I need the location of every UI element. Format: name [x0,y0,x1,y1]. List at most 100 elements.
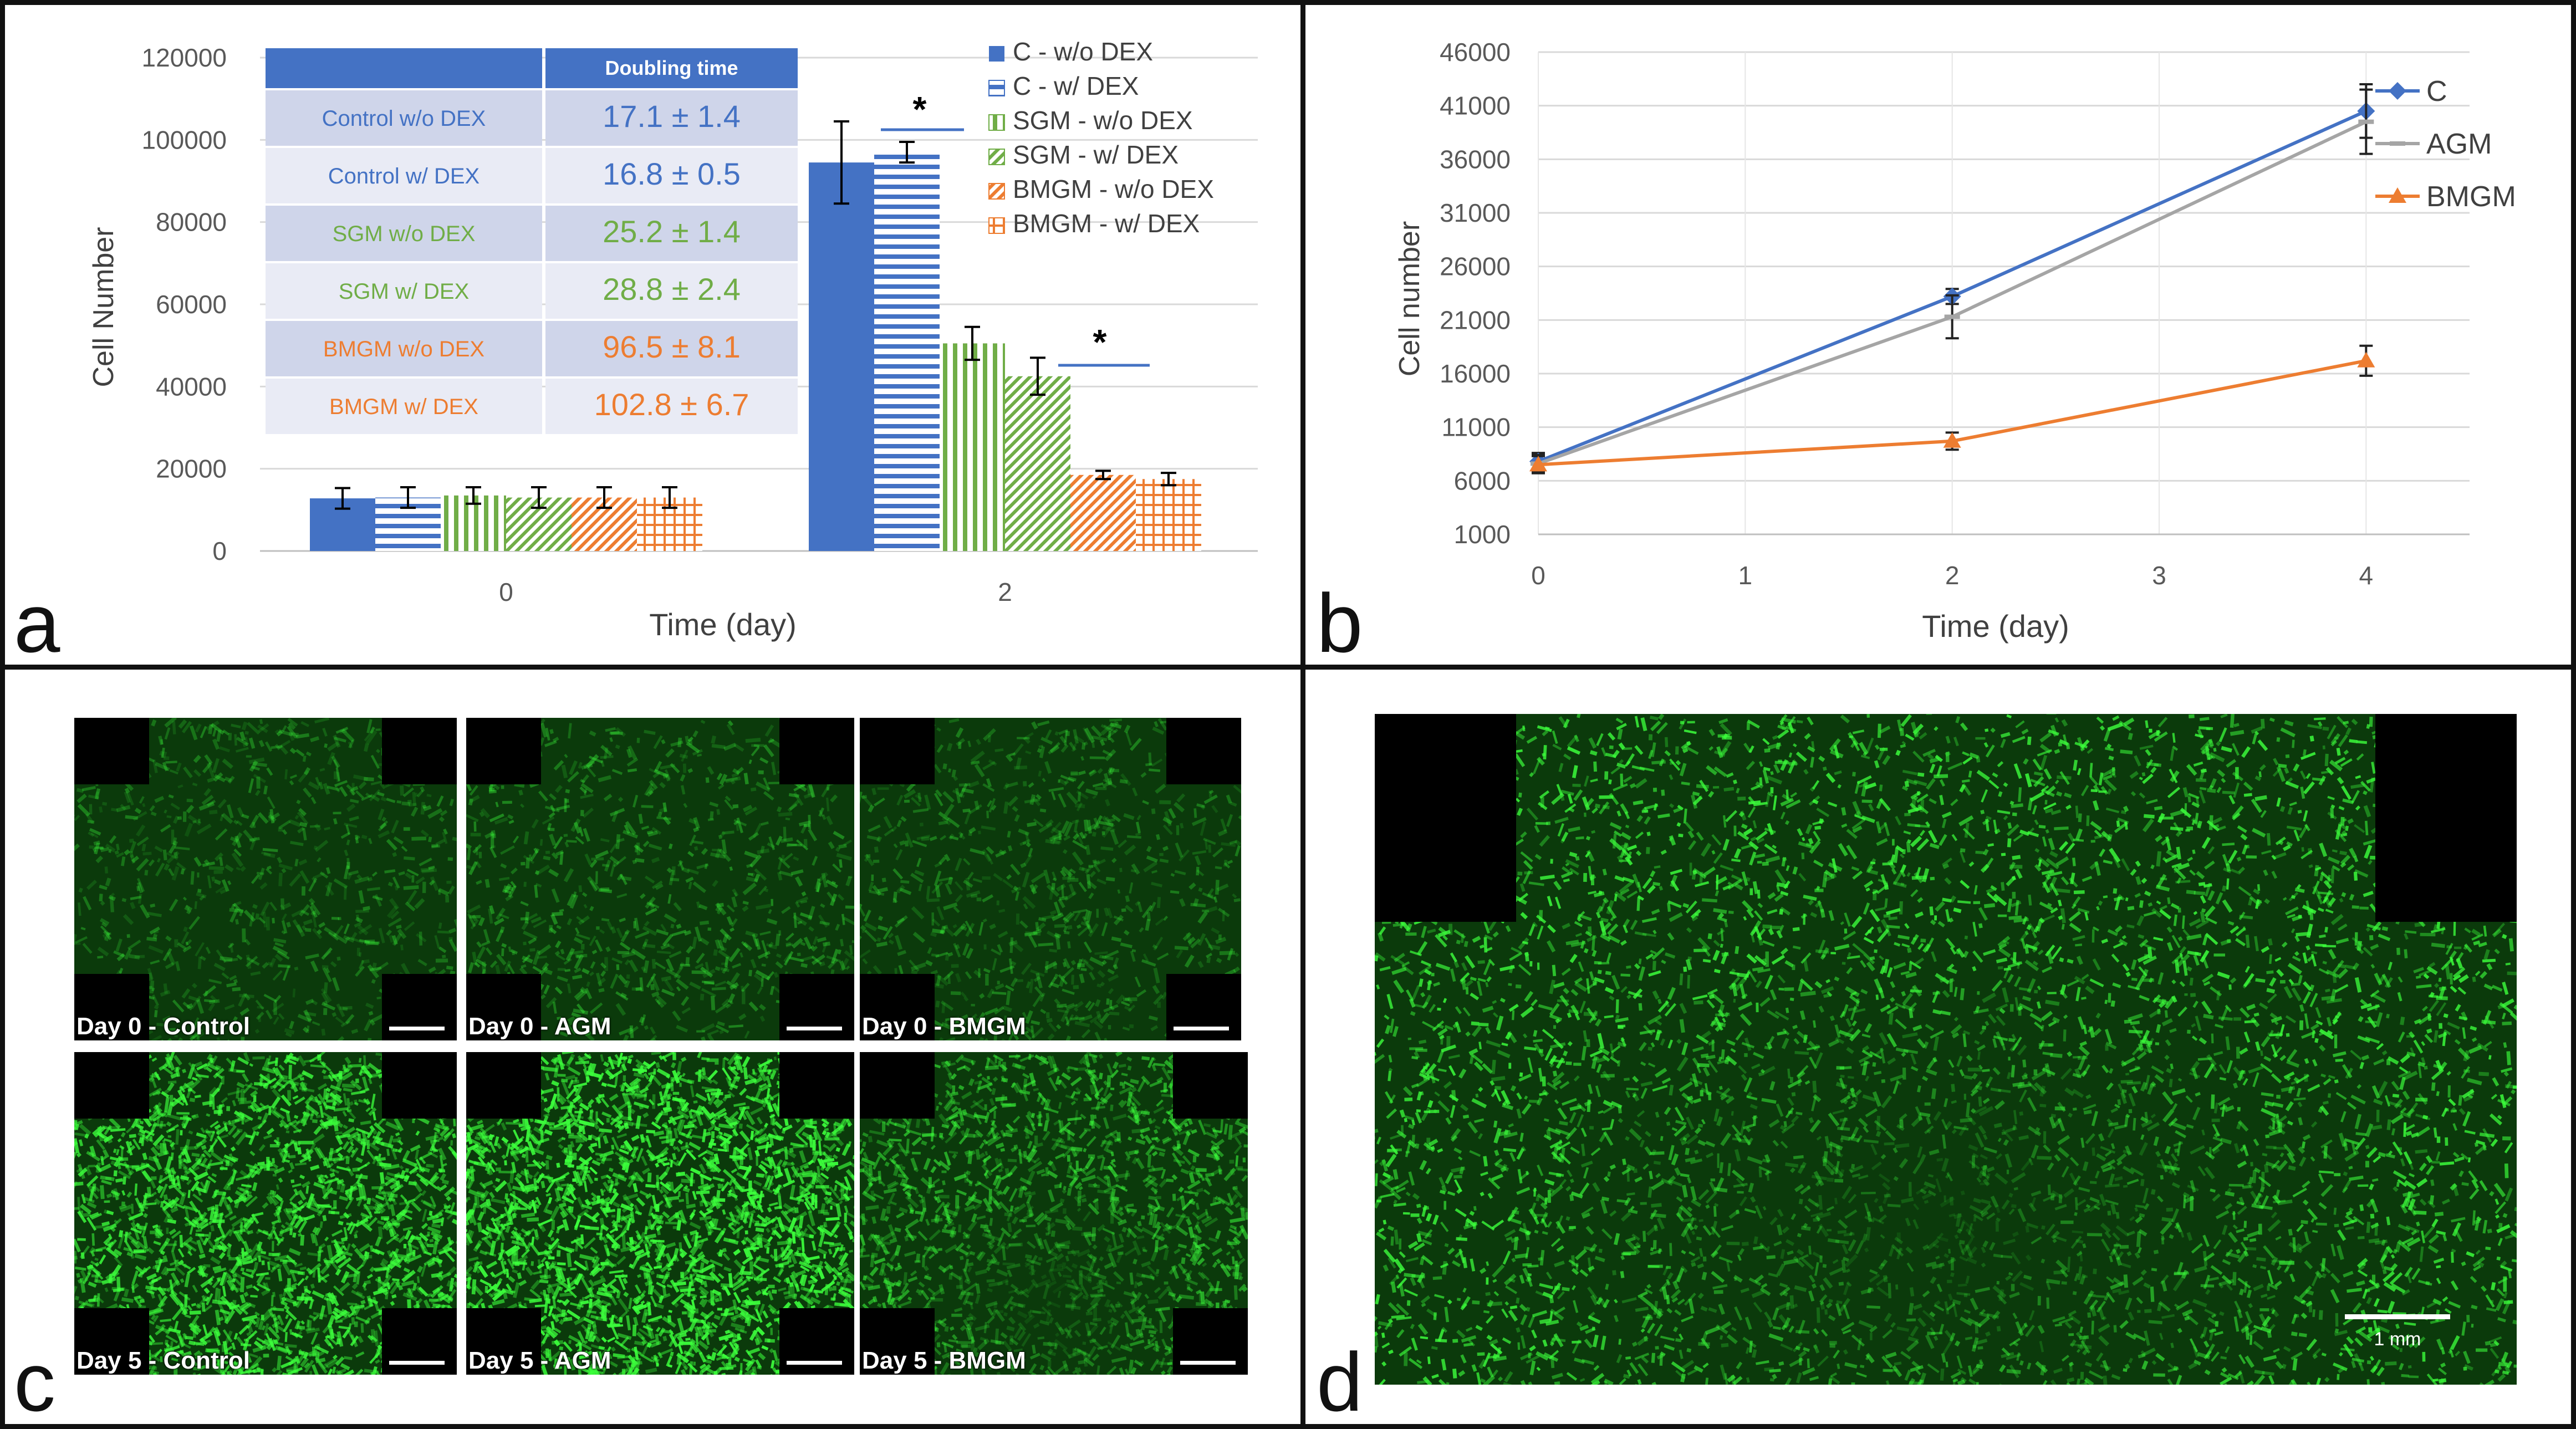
cell-speck [293,1142,299,1152]
cell-speck [272,917,275,923]
cell-speck [193,856,202,867]
cell-speck [1048,742,1060,754]
cell-speck [248,1105,253,1109]
cell-speck [987,988,995,999]
cell-speck [843,916,854,926]
cell-speck [139,1120,144,1125]
cell-speck [583,763,593,769]
fluorescence-texture [860,718,1241,1040]
cell-speck [304,1094,315,1105]
cell-speck [354,876,370,884]
cell-speck [263,1058,271,1068]
cell-speck [396,1210,407,1221]
cell-speck [74,933,77,945]
cell-speck [157,1257,163,1263]
cell-speck [76,788,84,793]
cell-speck [539,839,543,846]
cell-speck [229,1215,237,1221]
cell-speck [523,941,527,946]
cell-speck [581,774,590,784]
cell-speck [343,935,355,943]
cell-speck [354,1230,359,1235]
cell-speck [336,1253,341,1258]
table-cell-value-bg [545,148,798,203]
cell-speck [574,927,580,935]
cell-speck [745,737,761,743]
cell-speck [1179,898,1186,907]
cell-speck [1125,905,1134,913]
cell-speck [149,980,155,994]
cell-speck [252,1056,265,1060]
y-tick-label: 0 [212,537,227,565]
cell-speck [565,799,569,803]
cell-speck [129,954,140,960]
y-tick-label: 31000 [1440,198,1511,227]
cell-speck [523,881,527,887]
cell-speck [194,1217,198,1228]
cell-speck [231,1342,236,1350]
cell-speck [156,1023,168,1027]
cell-speck [542,962,549,971]
cell-speck [429,1298,438,1302]
cell-speck [216,729,222,742]
cell-speck [124,849,130,856]
cell-speck [355,1157,363,1163]
cell-speck [323,982,328,993]
cell-speck [623,830,639,839]
cell-speck [1076,790,1089,800]
cell-speck [166,815,172,819]
cell-speck [293,1129,302,1134]
cell-speck [1046,1012,1050,1019]
cell-speck [754,874,761,882]
cell-speck [666,968,681,979]
cell-speck [943,854,951,862]
cell-speck [138,1295,144,1301]
cell-speck [164,1237,171,1244]
cell-speck [189,1310,201,1315]
cell-speck [696,952,705,964]
cell-speck [375,961,389,972]
cell-speck [203,1180,211,1193]
cell-speck [340,1270,350,1284]
cell-speck [613,856,627,867]
cell-speck [582,808,594,818]
cell-speck [983,728,996,741]
cell-speck [732,804,739,809]
cell-speck [277,856,283,864]
cell-speck [634,931,650,939]
cell-speck [369,789,381,802]
cell-speck [390,1145,397,1160]
cell-speck [141,1134,145,1146]
cell-speck [354,835,360,841]
cell-speck [719,773,728,785]
cell-speck [970,751,985,763]
cell-speck [340,1309,350,1316]
cell-speck [897,950,907,956]
cell-speck [345,936,350,942]
cell-speck [589,756,603,764]
cell-speck [246,1284,253,1289]
cell-speck [810,945,815,950]
cell-speck [282,725,287,732]
cell-speck [120,804,126,811]
cell-speck [781,855,785,860]
cell-speck [1052,871,1057,880]
cell-speck [1192,850,1207,855]
cell-speck [355,909,369,913]
cell-speck [649,900,655,911]
cell-speck [1124,844,1136,856]
cell-speck [627,745,637,760]
cell-speck [149,1276,162,1285]
cell-speck [1135,832,1141,836]
cell-speck [421,868,437,874]
cell-speck [628,960,639,973]
cell-speck [360,1304,364,1310]
cell-speck [122,1176,127,1185]
cell-speck [866,854,871,858]
cell-speck [407,1299,411,1309]
cell-speck [649,1034,657,1040]
cell-speck [686,742,700,753]
cell-speck [254,1311,260,1316]
cell-speck [453,918,457,934]
cell-speck [164,1168,171,1175]
